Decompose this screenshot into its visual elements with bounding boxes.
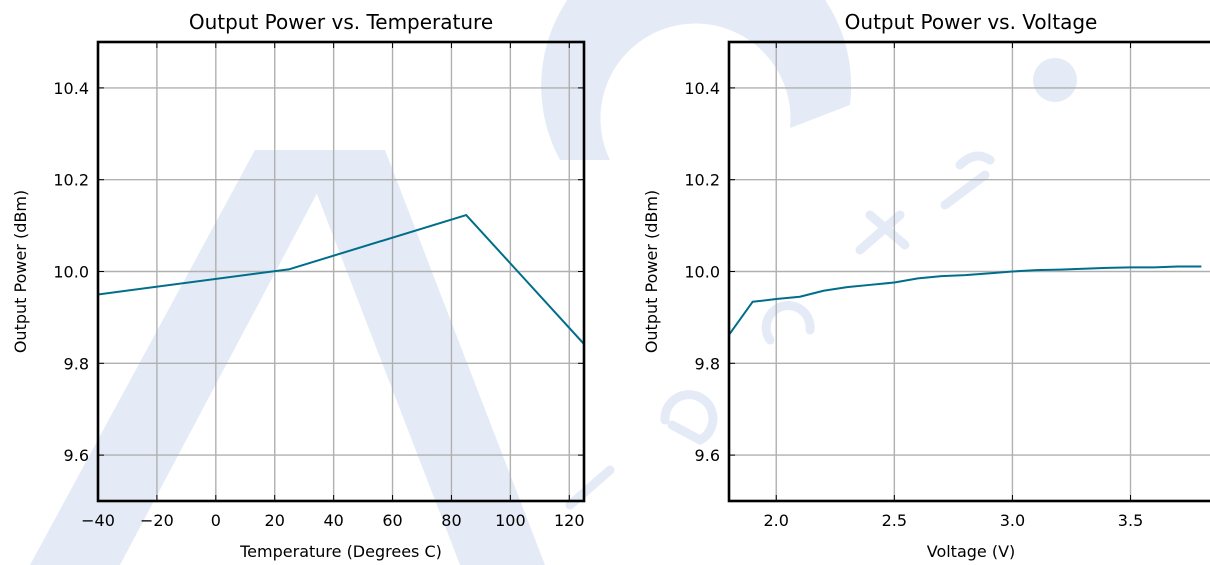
x-tick-label: 0 xyxy=(211,511,221,530)
chart-voltage: 2.0 2.5 3.0 3.5 9.6 9.8 10.0 10.2 10.4 Output Pow… xyxy=(642,10,1210,561)
series-line-0 xyxy=(729,265,1202,336)
chart-title: Output Power vs. Temperature xyxy=(189,10,493,34)
y-tick-label: 10.2 xyxy=(684,171,720,190)
y-tick-label: 9.8 xyxy=(64,354,89,373)
x-tick-label: 40 xyxy=(323,511,343,530)
series-line-0 xyxy=(98,214,584,345)
y-tick-label: 10.4 xyxy=(53,79,89,98)
y-tick-label: 9.8 xyxy=(695,354,720,373)
x-tick-label: 120 xyxy=(554,511,585,530)
watermark-c-arc xyxy=(541,0,852,160)
y-tick-label: 10.4 xyxy=(684,79,720,98)
x-tick-label: −40 xyxy=(81,511,115,530)
chart-title: Output Power vs. Voltage xyxy=(845,10,1098,34)
y-tick-label: 10.0 xyxy=(53,263,89,282)
y-axis-label: Output Power (dBm) xyxy=(642,190,661,353)
x-tick-label: 3.5 xyxy=(1118,511,1143,530)
watermark-stroke-right xyxy=(300,150,545,565)
y-tick-label: 9.6 xyxy=(695,446,720,465)
x-axis-label: Voltage (V) xyxy=(927,542,1016,561)
x-tick-label: 2.5 xyxy=(882,511,907,530)
y-tick-label: 10.0 xyxy=(684,263,720,282)
y-tick-label: 9.6 xyxy=(64,446,89,465)
x-tick-label: 2.0 xyxy=(764,511,789,530)
x-tick-label: −20 xyxy=(140,511,174,530)
x-tick-label: 100 xyxy=(495,511,526,530)
x-tick-label: 20 xyxy=(265,511,285,530)
grid-lines xyxy=(729,42,1210,501)
y-axis-label: Output Power (dBm) xyxy=(11,190,30,353)
y-tick-label: 10.2 xyxy=(53,171,89,190)
watermark-stroke-left xyxy=(30,150,340,565)
watermark-dot xyxy=(1033,58,1077,102)
chart-temperature: −40 −20 0 20 40 60 80 100 120 9.6 9.8 10.0 10.2 10.4 O… xyxy=(11,10,586,561)
x-tick-label: 3.0 xyxy=(1000,511,1025,530)
x-tick-label: 60 xyxy=(382,511,402,530)
watermark-letters xyxy=(565,151,995,510)
x-axis-label: Temperature (Degrees C) xyxy=(239,542,442,561)
x-tick-label: 80 xyxy=(441,511,461,530)
